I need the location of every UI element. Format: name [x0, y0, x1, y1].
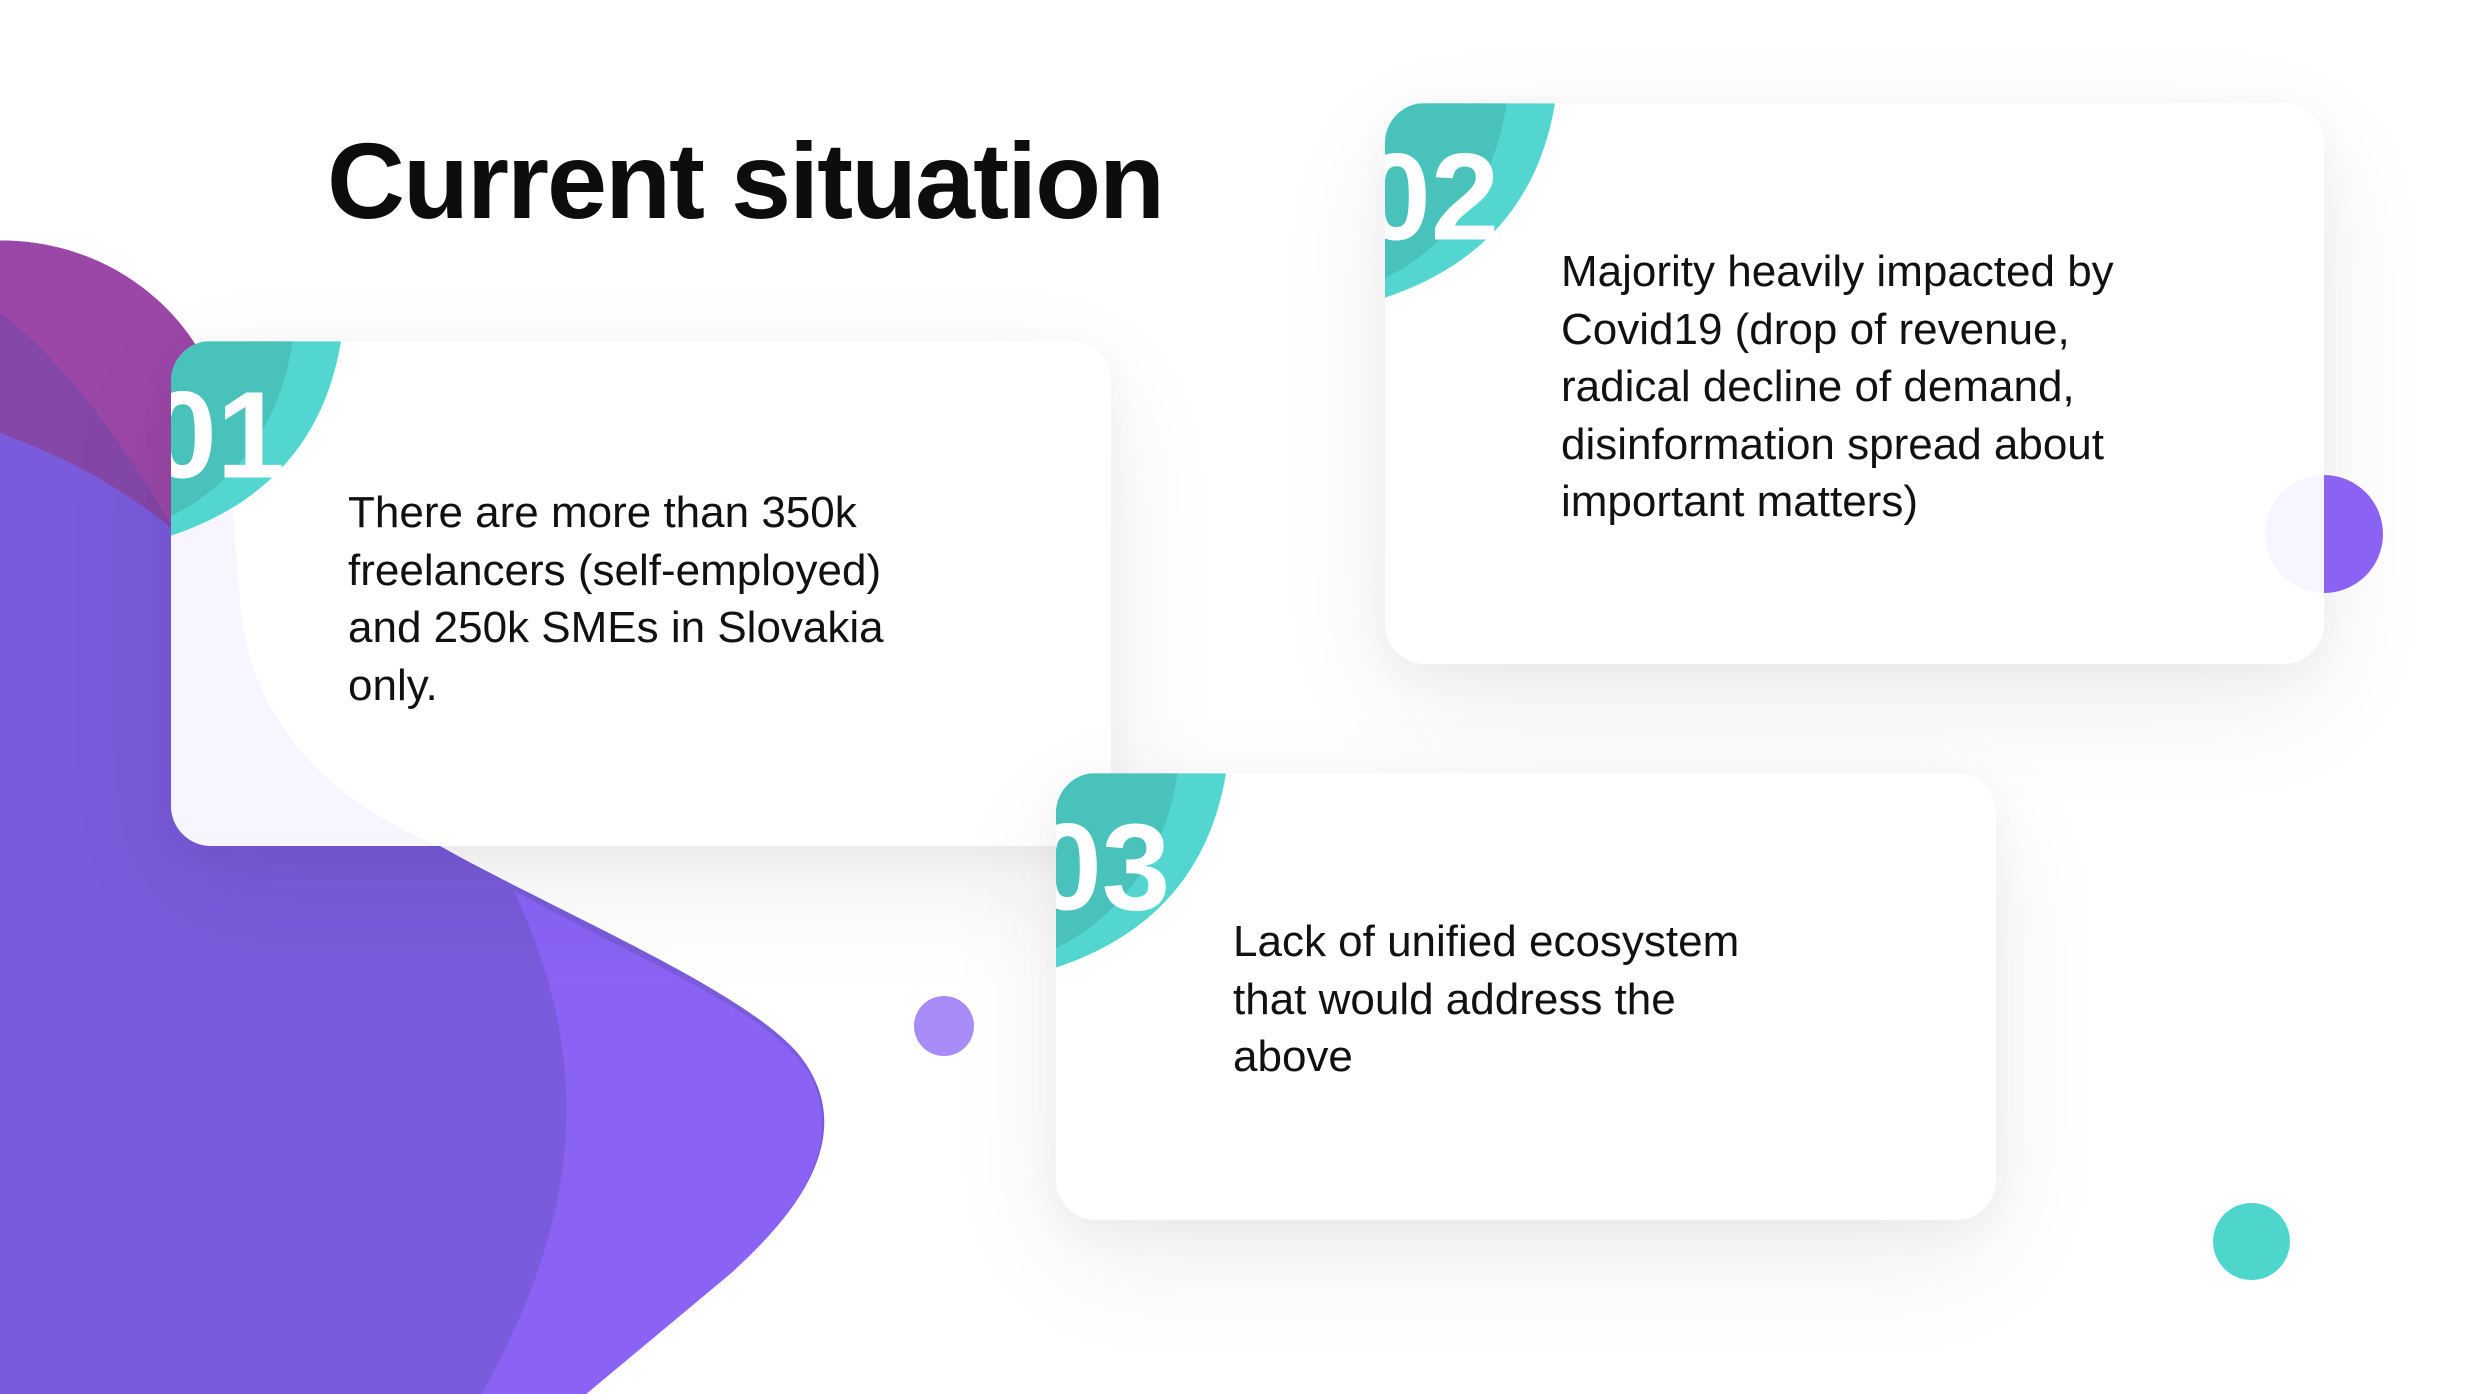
card-01: 01 There are more than 350k freelancers …: [171, 341, 1111, 846]
page-title: Current situation: [327, 120, 1165, 241]
half-circle-decoration: [2265, 475, 2383, 593]
purple-blob-light: [481, 889, 822, 1394]
card-number: 01: [171, 367, 285, 504]
teal-corner-badge: 02: [1385, 103, 1555, 298]
magenta-blob-mid: [0, 312, 174, 530]
card-02: 02 Majority heavily impacted by Covid19 …: [1385, 103, 2324, 664]
teal-corner-badge: 03: [1056, 773, 1226, 968]
card-number: 03: [1056, 799, 1170, 936]
card-text: There are more than 350k freelancers (se…: [348, 488, 884, 710]
teal-dot: [2213, 1203, 2290, 1280]
lavender-dot: [914, 996, 974, 1056]
card-text: Majority heavily impacted by Covid19 (dr…: [1561, 247, 2114, 526]
magenta-blob: [0, 240, 209, 530]
card-03: 03 Lack of unified ecosystem that would …: [1056, 773, 1996, 1220]
card-text: Lack of unified ecosystem that would add…: [1233, 917, 1740, 1081]
card-number: 02: [1385, 129, 1499, 266]
teal-corner-badge: 01: [171, 341, 341, 536]
